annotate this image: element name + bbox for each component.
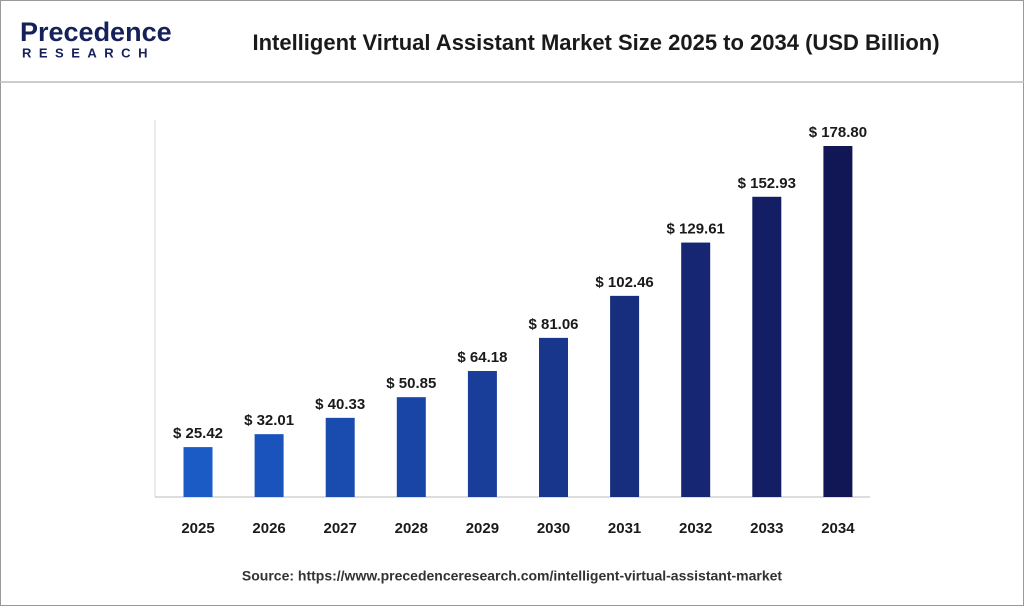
value-label: $ 64.18 xyxy=(457,349,507,366)
bar xyxy=(183,447,213,497)
bar xyxy=(823,146,853,497)
bar xyxy=(467,371,497,497)
value-label: $ 81.06 xyxy=(528,316,578,333)
bar xyxy=(752,196,782,497)
bar xyxy=(254,434,284,497)
x-tick-label: 2028 xyxy=(395,520,428,537)
source: Source: https://www.precedenceresearch.c… xyxy=(242,568,783,584)
logo-tagline: RESEARCH xyxy=(22,45,155,60)
x-tick-label: 2026 xyxy=(252,520,285,537)
x-tick-label: 2034 xyxy=(821,520,855,537)
value-label: $ 32.01 xyxy=(244,412,294,429)
bar xyxy=(610,295,640,497)
x-tick-label: 2032 xyxy=(679,520,712,537)
x-tick-label: 2033 xyxy=(750,520,783,537)
value-label: $ 50.85 xyxy=(386,375,436,392)
bar xyxy=(325,417,355,497)
x-tick-label: 2027 xyxy=(324,520,357,537)
x-tick-label: 2025 xyxy=(181,520,214,537)
value-label: $ 129.61 xyxy=(667,221,725,238)
bar xyxy=(396,397,426,497)
value-label: $ 152.93 xyxy=(738,175,796,192)
chart-title: Intelligent Virtual Assistant Market Siz… xyxy=(252,30,939,55)
bar xyxy=(539,337,568,497)
x-tick-label: 2031 xyxy=(608,520,641,537)
value-label: $ 102.46 xyxy=(595,274,653,291)
value-label: $ 40.33 xyxy=(315,396,365,413)
x-tick-label: 2029 xyxy=(466,520,499,537)
value-label: $ 25.42 xyxy=(173,425,223,442)
value-label: $ 178.80 xyxy=(809,124,867,141)
logo-name: Precedence xyxy=(20,17,172,47)
x-tick-label: 2030 xyxy=(537,520,570,537)
bar xyxy=(681,242,711,497)
